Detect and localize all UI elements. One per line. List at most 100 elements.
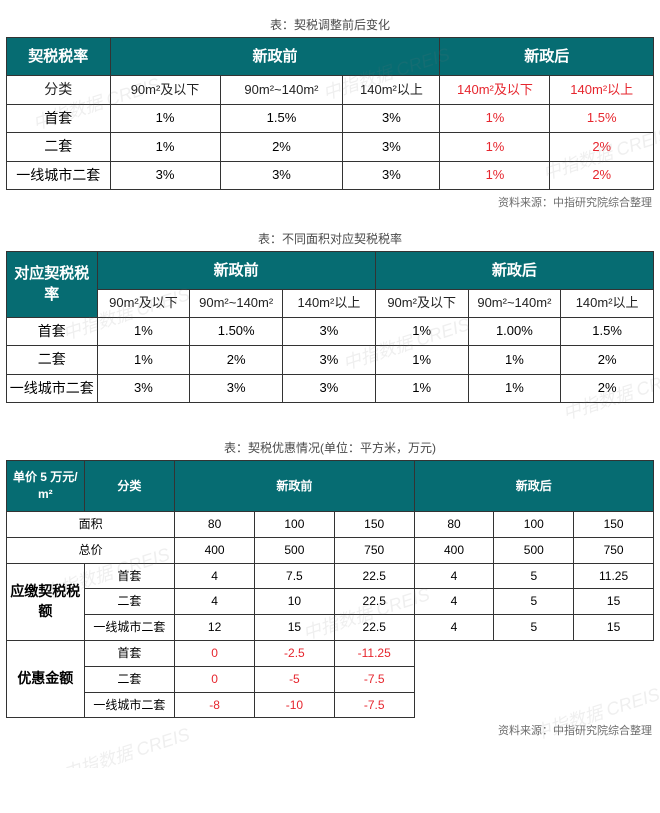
t2-cell: 2% [561,374,654,403]
t3-after-head: 新政后 [414,461,653,512]
t2-after-head: 新政后 [375,252,653,290]
t2-acol: 140m²以上 [561,290,654,317]
t1-cell: 3% [343,104,440,133]
t3-cell: -7.5 [334,666,414,692]
t2-cell: 3% [190,374,283,403]
t2-bcol: 90m²及以下 [97,290,190,317]
t3-cell: 400 [414,537,494,563]
t3-cell: 80 [414,511,494,537]
t3-empty [494,666,574,692]
t2-acol: 90m²~140m² [468,290,561,317]
table1: 契税税率 新政前 新政后 分类 90m²及以下 90m²~140m² 140m²… [6,37,654,190]
t1-cell: 3% [110,161,220,190]
table2: 对应契税税率 新政前 新政后 90m²及以下 90m²~140m² 140m²以… [6,251,654,403]
t2-cell: 1% [375,346,468,375]
t3-before-head: 新政前 [175,461,414,512]
t1-acol: 140m²及以下 [440,76,550,105]
t2-cell: 3% [283,346,376,375]
t1-after-head: 新政后 [440,38,654,76]
t2-cell: 2% [561,346,654,375]
t1-cell: 1% [440,133,550,162]
source-line: 资料来源：中指研究院综合整理 [6,722,652,738]
t1-cell: 1% [110,104,220,133]
t3-cell: -8 [175,692,255,718]
t2-cell: 3% [283,374,376,403]
t3-cell: 100 [494,511,574,537]
t3-tax-group: 应缴契税税额 [7,563,85,640]
t3-cell: -11.25 [334,640,414,666]
t3-cell: 15 [574,589,654,615]
t1-cell: 3% [343,133,440,162]
t2-cell: 2% [190,346,283,375]
t3-cell: 150 [574,511,654,537]
t3-cell: 400 [175,537,255,563]
t1-cell: 2% [220,133,343,162]
t1-cat-label: 分类 [7,76,111,105]
t3-cell: 4 [175,589,255,615]
t3-cell: -2.5 [255,640,335,666]
t2-cell: 1.00% [468,317,561,346]
t3-cell: 500 [494,537,574,563]
t3-empty [414,666,494,692]
t1-cell: 2% [550,161,654,190]
t1-cell: 1.5% [550,104,654,133]
t1-bcol: 140m²以上 [343,76,440,105]
t3-cell: 150 [334,511,414,537]
t3-empty [574,692,654,718]
t2-cell: 1.50% [190,317,283,346]
t3-cell: 4 [414,589,494,615]
t2-corner: 对应契税税率 [7,252,98,317]
t3-total-label: 总价 [7,537,175,563]
t1-bcol: 90m²~140m² [220,76,343,105]
t3-empty [494,640,574,666]
t1-acol: 140m²以上 [550,76,654,105]
t3-cell: 22.5 [334,563,414,589]
t3-cell: 100 [255,511,335,537]
t3-cell: -10 [255,692,335,718]
t2-cell: 1% [468,346,561,375]
t3-empty [414,640,494,666]
t3-empty [574,666,654,692]
t2-bcol: 140m²以上 [283,290,376,317]
source-line: 资料来源：中指研究院综合整理 [6,194,652,210]
t3-cell: 0 [175,666,255,692]
t3-cell: 12 [175,615,255,641]
t3-cell: 5 [494,615,574,641]
t3-row-label: 首套 [84,563,175,589]
t3-cat-head: 分类 [84,461,175,512]
t3-row-label: 二套 [84,666,175,692]
t3-cell: 0 [175,640,255,666]
t3-cell: 11.25 [574,563,654,589]
t3-cell: -7.5 [334,692,414,718]
t3-row-label: 一线城市二套 [84,692,175,718]
t1-cell: 3% [343,161,440,190]
t3-save-group: 优惠金额 [7,640,85,717]
t3-cell: 22.5 [334,615,414,641]
t2-row-label: 一线城市二套 [7,374,98,403]
t3-corner: 单价 5 万元/m² [7,461,85,512]
t3-cell: 5 [494,563,574,589]
t1-row-label: 一线城市二套 [7,161,111,190]
t1-row-label: 首套 [7,104,111,133]
t3-cell: 15 [255,615,335,641]
t3-cell: 5 [494,589,574,615]
t3-cell: 22.5 [334,589,414,615]
t1-cell: 1% [440,161,550,190]
t1-before-head: 新政前 [110,38,440,76]
t1-cell: 1% [110,133,220,162]
table1-caption: 表：契税调整前后变化 [6,16,654,33]
t3-row-label: 一线城市二套 [84,615,175,641]
t3-cell: 80 [175,511,255,537]
t3-cell: 750 [574,537,654,563]
t1-row-label: 二套 [7,133,111,162]
t3-cell: 4 [414,563,494,589]
t3-cell: 4 [414,615,494,641]
t3-cell: 4 [175,563,255,589]
t3-cell: 7.5 [255,563,335,589]
table3: 单价 5 万元/m² 分类 新政前 新政后 面积 80 100 150 80 1… [6,460,654,718]
t2-cell: 1% [375,374,468,403]
table2-caption: 表：不同面积对应契税税率 [6,230,654,247]
t1-bcol: 90m²及以下 [110,76,220,105]
t1-cell: 3% [220,161,343,190]
t2-cell: 1% [375,317,468,346]
